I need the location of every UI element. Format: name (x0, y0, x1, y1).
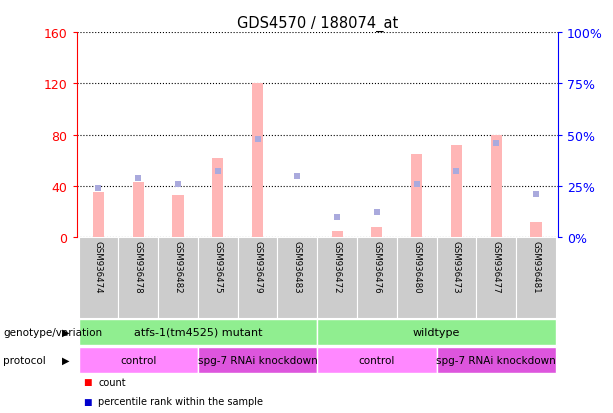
Text: ■: ■ (83, 377, 91, 386)
Text: ▶: ▶ (62, 355, 69, 365)
Bar (436, 347, 556, 373)
Text: spg-7 RNAi knockdown: spg-7 RNAi knockdown (436, 355, 556, 365)
Text: control: control (359, 355, 395, 365)
Bar (78, 319, 318, 345)
Text: GSM936478: GSM936478 (134, 241, 143, 293)
Text: percentile rank within the sample: percentile rank within the sample (98, 396, 263, 406)
Bar (476, 237, 516, 318)
Bar (411, 154, 422, 237)
Text: GSM936482: GSM936482 (173, 241, 183, 293)
Bar (436, 237, 476, 318)
Text: spg-7 RNAi knockdown: spg-7 RNAi knockdown (198, 355, 318, 365)
Bar (357, 237, 397, 318)
Text: control: control (120, 355, 156, 365)
Text: count: count (98, 377, 126, 387)
Text: GSM936473: GSM936473 (452, 241, 461, 293)
Bar (78, 237, 118, 318)
Text: ■: ■ (83, 397, 91, 406)
Bar (397, 237, 436, 318)
Text: GSM936481: GSM936481 (531, 241, 541, 293)
Text: GSM936472: GSM936472 (333, 241, 341, 293)
Text: ▶: ▶ (62, 327, 69, 337)
Bar (118, 237, 158, 318)
Text: GSM936479: GSM936479 (253, 241, 262, 293)
Text: GSM936483: GSM936483 (293, 241, 302, 293)
Bar (212, 158, 223, 237)
Bar (371, 227, 383, 237)
Bar (318, 319, 556, 345)
Bar (198, 347, 318, 373)
Bar (451, 145, 462, 237)
Bar (238, 237, 278, 318)
Text: atfs-1(tm4525) mutant: atfs-1(tm4525) mutant (134, 327, 262, 337)
Bar (516, 237, 556, 318)
Bar (530, 222, 541, 237)
Text: genotype/variation: genotype/variation (3, 327, 102, 337)
Bar (132, 183, 144, 237)
Bar (252, 84, 263, 237)
Bar (490, 135, 502, 237)
Text: wildtype: wildtype (413, 327, 460, 337)
Bar (318, 347, 436, 373)
Bar (172, 195, 184, 237)
Bar (198, 237, 238, 318)
Text: GSM936474: GSM936474 (94, 241, 103, 293)
Text: GSM936476: GSM936476 (372, 241, 381, 293)
Bar (78, 347, 198, 373)
Bar (158, 237, 198, 318)
Text: GSM936477: GSM936477 (492, 241, 501, 293)
Title: GDS4570 / 188074_at: GDS4570 / 188074_at (237, 16, 398, 32)
Text: protocol: protocol (3, 355, 46, 365)
Bar (318, 237, 357, 318)
Text: GSM936475: GSM936475 (213, 241, 223, 293)
Text: GSM936480: GSM936480 (412, 241, 421, 293)
Bar (332, 231, 343, 237)
Bar (278, 237, 318, 318)
Bar (93, 193, 104, 237)
